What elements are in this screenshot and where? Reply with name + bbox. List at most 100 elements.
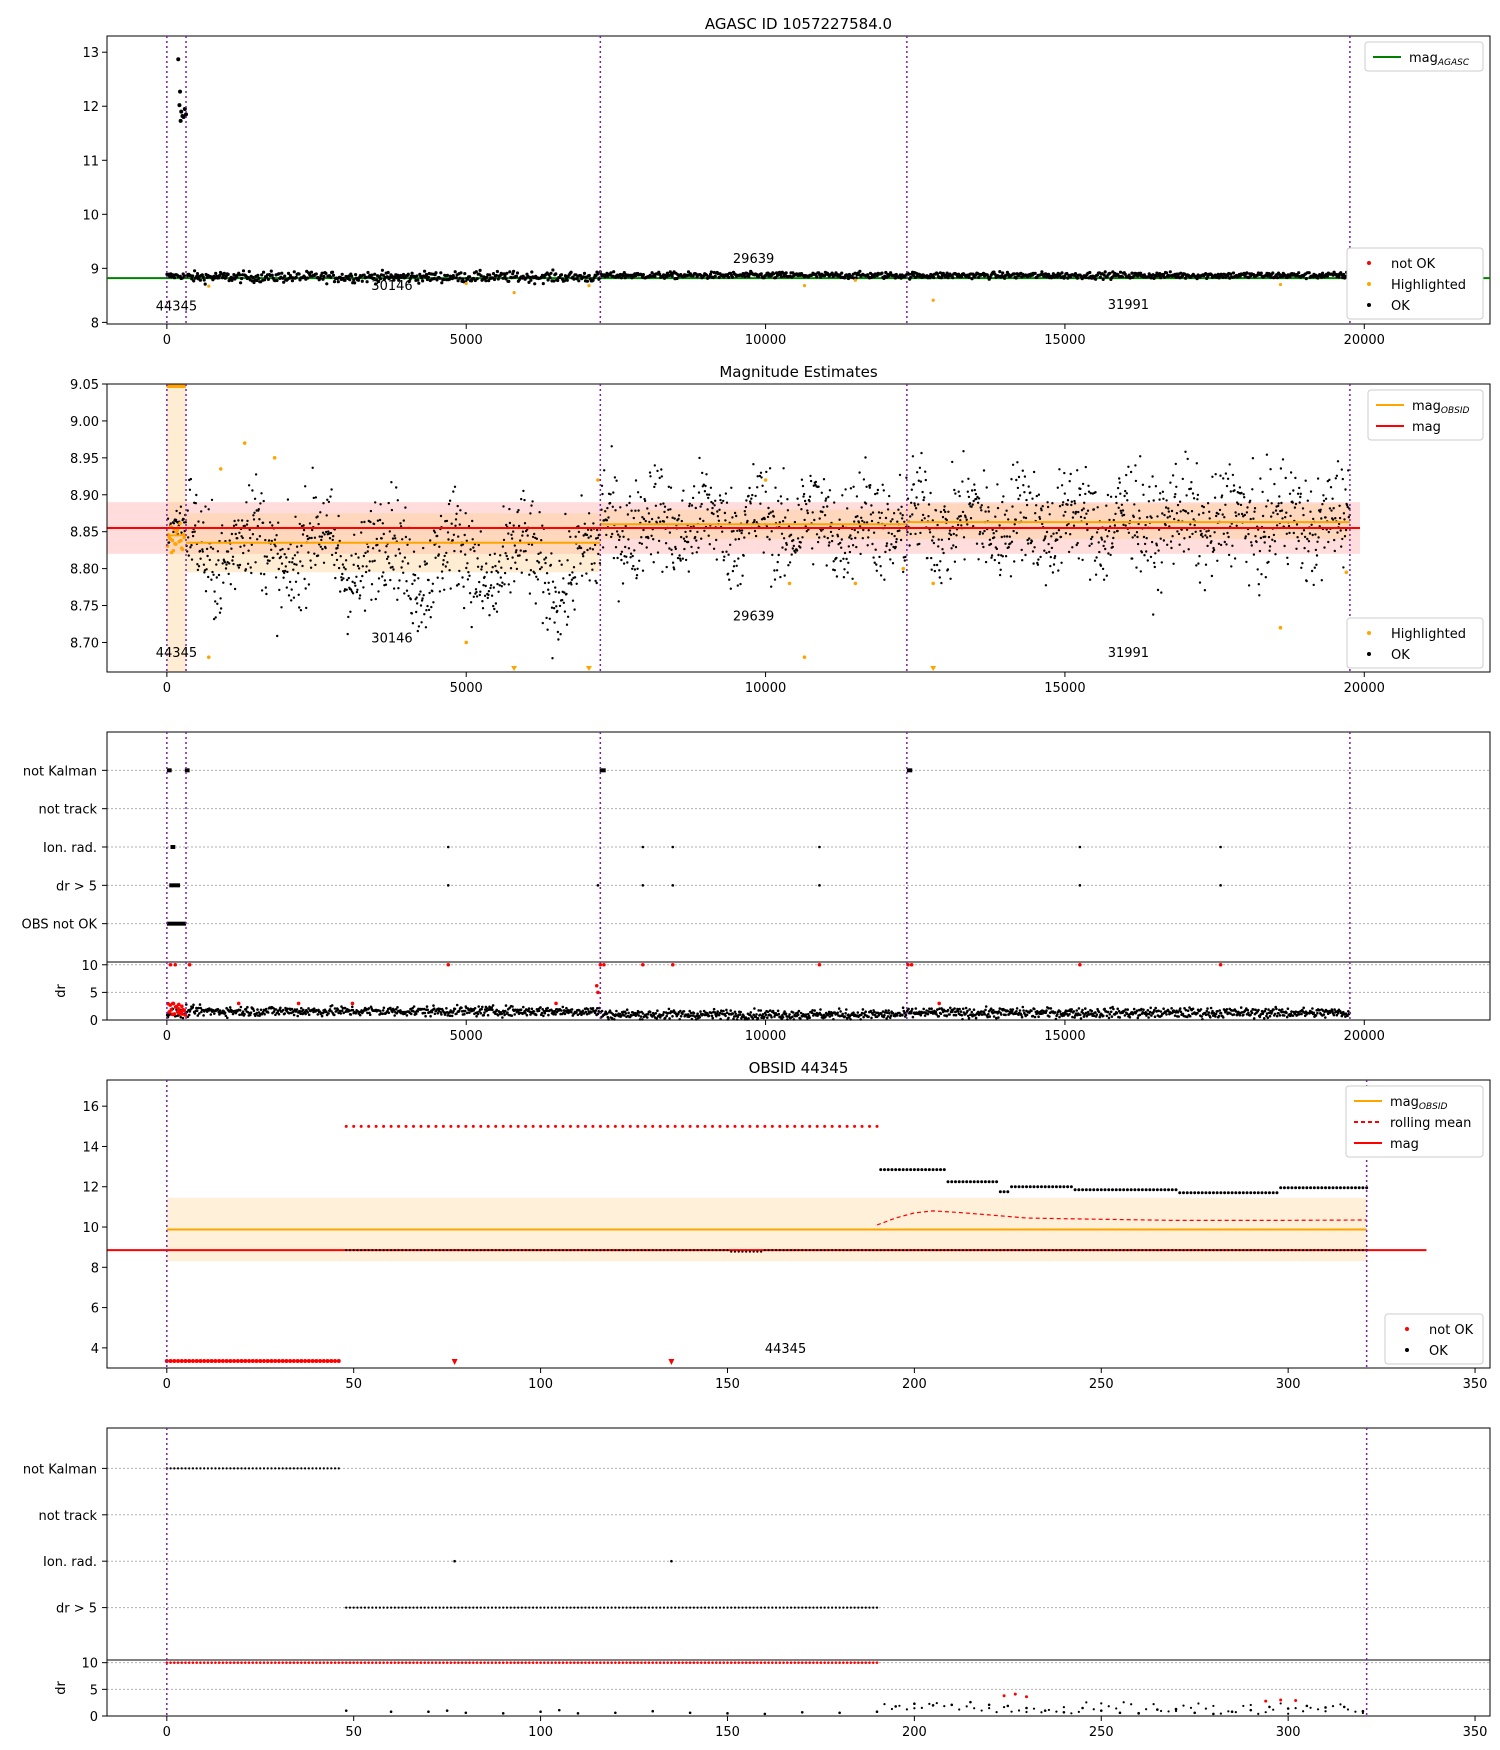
flag-point — [741, 1606, 744, 1609]
dr-ok-point — [445, 1709, 449, 1712]
flag-point — [345, 1606, 348, 1609]
dr-notok-point — [543, 1661, 546, 1664]
dr-ok-point — [726, 1712, 729, 1715]
notok-point — [606, 1124, 610, 1128]
flag-point — [767, 1606, 770, 1609]
ok-point — [591, 1249, 595, 1252]
notok-point — [479, 1124, 483, 1128]
dr-notok-point — [333, 1661, 337, 1664]
ok-point — [1358, 1249, 1361, 1252]
ok-point — [774, 1249, 778, 1252]
ok-point — [935, 1249, 938, 1252]
ok-point — [1260, 1191, 1264, 1195]
ok-point — [845, 1249, 849, 1252]
notok-point — [434, 1124, 438, 1128]
ok-point — [771, 1249, 774, 1252]
dr-notok-point — [344, 1661, 348, 1664]
ok-point — [804, 1249, 808, 1252]
dr-notok-point — [236, 1001, 241, 1006]
ok-point — [902, 1249, 905, 1252]
dr-notok-point — [554, 1001, 558, 1006]
flag-span — [184, 768, 190, 773]
dr-ok-point — [1002, 1705, 1006, 1709]
notok-point — [254, 1358, 259, 1363]
dr-notok-point — [374, 1661, 378, 1664]
dr-notok-point — [386, 1661, 389, 1664]
notok-point — [800, 1124, 804, 1128]
ok-point — [1118, 1188, 1122, 1192]
ok-point — [864, 1249, 867, 1252]
flag-point — [520, 1606, 524, 1609]
flag-row-label: Ion. rad. — [43, 1555, 97, 1570]
dr-ok-point — [1339, 1703, 1342, 1706]
ok-point — [1197, 1249, 1200, 1252]
ok-point — [520, 1249, 524, 1252]
flag-point — [641, 884, 645, 887]
dr-frame — [106, 1659, 1491, 1717]
ok-point — [834, 1249, 837, 1252]
flag-point — [296, 1467, 299, 1470]
flag-span — [599, 768, 606, 773]
ok-point — [1238, 1249, 1241, 1252]
ok-point — [1275, 1191, 1279, 1195]
ok-point — [696, 1249, 699, 1252]
flag-point — [524, 1606, 527, 1609]
legend-label: not OK — [1429, 1323, 1474, 1338]
axes-frame — [106, 1427, 1491, 1661]
dr-ok-point — [1156, 1708, 1159, 1711]
flag-point — [674, 1606, 677, 1609]
legend-swatch — [1367, 631, 1371, 635]
dr-notok-point — [479, 1661, 483, 1664]
ok-point — [1200, 1191, 1204, 1195]
ok-point — [737, 1250, 740, 1253]
ok-point — [1267, 1191, 1271, 1195]
flag-point — [487, 1606, 490, 1609]
ok-points — [165, 268, 1351, 286]
ok-point — [1283, 1249, 1286, 1252]
ok-point — [1286, 1186, 1290, 1190]
ok-point — [939, 1168, 943, 1172]
dr-notok-point — [300, 1661, 303, 1664]
highlighted-point — [174, 542, 178, 546]
legend-box — [1345, 1085, 1484, 1158]
flag-point — [229, 1467, 232, 1470]
notok-point — [740, 1124, 744, 1128]
flag-point — [745, 1606, 748, 1609]
dr-ok-point — [1230, 1710, 1234, 1714]
ok-point — [1181, 1191, 1185, 1195]
notok-point — [243, 1358, 248, 1363]
flag-point — [251, 1467, 254, 1470]
notok-point — [176, 1358, 181, 1363]
flag-point — [580, 1606, 583, 1609]
ok-point — [763, 1249, 766, 1252]
dr-ok-point — [1212, 1712, 1215, 1716]
dr-notok-point — [733, 1661, 737, 1664]
dr-notok-point — [258, 1661, 262, 1664]
y-tick-label: 8.80 — [70, 563, 99, 578]
ok-point — [677, 1249, 680, 1252]
ok-point — [573, 1249, 576, 1252]
notok-point — [456, 1124, 460, 1128]
ok-point — [1152, 1188, 1156, 1192]
dr-notok-point — [468, 1661, 471, 1664]
ok-point — [498, 1249, 501, 1252]
flag-point — [588, 1606, 591, 1609]
ok-point — [1272, 1249, 1275, 1252]
ok-point — [995, 1249, 998, 1252]
dr-ok-point — [1122, 1701, 1125, 1704]
ok-point — [988, 1249, 991, 1252]
legend-swatch — [1367, 261, 1371, 265]
flag-point — [584, 1606, 587, 1609]
notok-point — [815, 1124, 819, 1128]
x-tick-label: 300 — [1276, 1725, 1301, 1740]
flag-point — [240, 1467, 243, 1470]
ok-point — [1350, 1186, 1354, 1190]
ok-point — [1100, 1249, 1103, 1252]
dr-notok-point — [909, 962, 914, 967]
flag-point — [644, 1606, 647, 1609]
ok-point — [973, 1249, 976, 1252]
dr-notok-point — [628, 1661, 632, 1664]
flag-point — [221, 1467, 224, 1470]
flag-point — [438, 1606, 441, 1609]
ok-point — [1208, 1249, 1211, 1252]
